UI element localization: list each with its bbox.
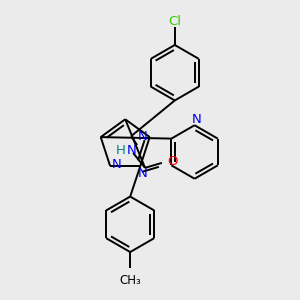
Text: H: H [116, 143, 125, 157]
Text: N: N [112, 158, 122, 171]
Text: CH₃: CH₃ [119, 274, 141, 287]
Text: N: N [137, 167, 147, 180]
Text: N: N [192, 113, 201, 126]
Text: O: O [167, 155, 177, 168]
Text: N: N [127, 143, 137, 157]
Text: N: N [138, 130, 148, 142]
Text: Cl: Cl [168, 15, 181, 28]
